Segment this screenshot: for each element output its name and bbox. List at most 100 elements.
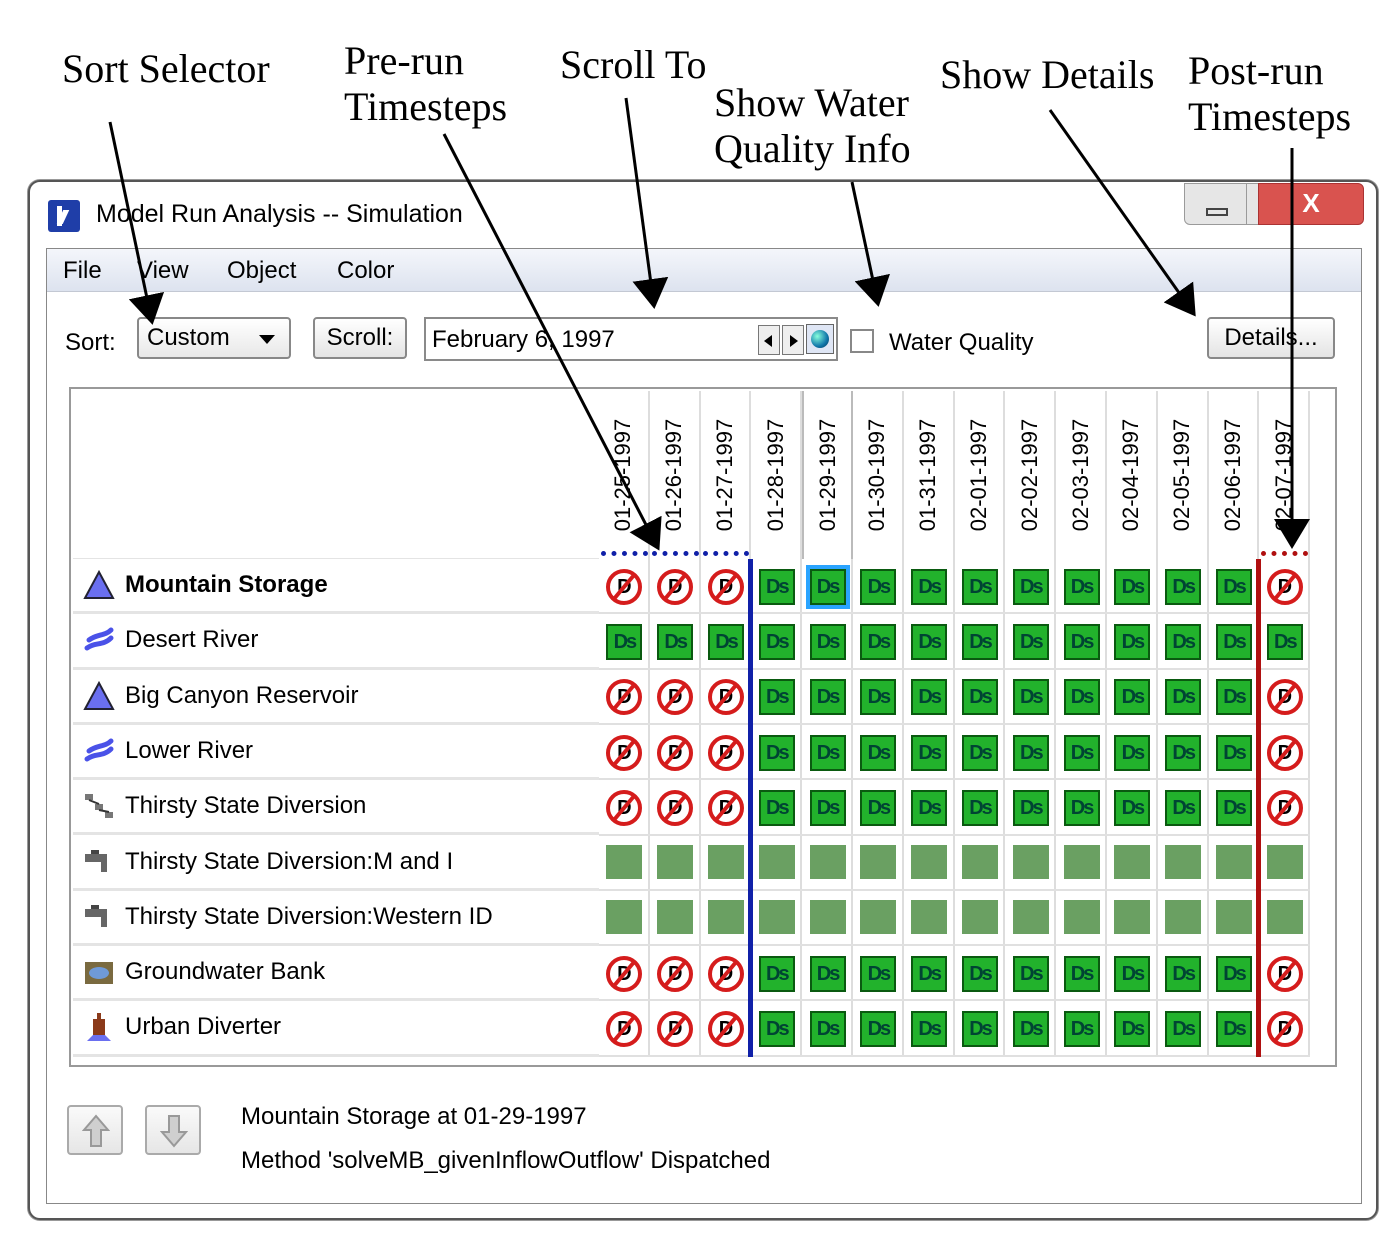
dispatched-icon[interactable]: Ds — [758, 623, 795, 660]
dispatched-icon[interactable]: Ds — [1063, 789, 1100, 826]
dispatched-icon[interactable]: Ds — [1165, 789, 1202, 826]
dispatched-icon[interactable]: Ds — [809, 623, 846, 660]
no-method-cell[interactable] — [1216, 900, 1252, 935]
dispatched-icon[interactable]: Ds — [962, 568, 998, 605]
date-column-header[interactable]: 02-06-1997 — [1208, 391, 1260, 559]
minimize-button[interactable] — [1184, 183, 1248, 225]
menu-color[interactable]: Color — [337, 257, 395, 284]
date-column-header[interactable]: 01-26-1997 — [649, 391, 701, 559]
date-column-header[interactable]: 02-07-1997 — [1259, 391, 1311, 559]
no-method-cell[interactable] — [1063, 845, 1100, 880]
menu-file[interactable]: File — [63, 257, 102, 284]
not-dispatched-icon[interactable] — [1266, 734, 1303, 771]
date-column-header[interactable]: 01-25-1997 — [599, 391, 650, 559]
not-dispatched-icon[interactable] — [1266, 955, 1303, 992]
not-dispatched-icon[interactable] — [657, 789, 694, 826]
no-method-cell[interactable] — [962, 900, 998, 935]
dispatched-icon[interactable]: Ds — [606, 623, 643, 660]
dispatched-icon[interactable]: Ds — [1012, 623, 1049, 660]
no-method-cell[interactable] — [1012, 845, 1049, 880]
no-method-cell[interactable] — [708, 900, 744, 935]
not-dispatched-icon[interactable] — [708, 568, 744, 605]
not-dispatched-icon[interactable] — [606, 679, 643, 716]
no-method-cell[interactable] — [1114, 900, 1151, 935]
dispatched-icon[interactable]: Ds — [809, 789, 846, 826]
dispatched-icon[interactable]: Ds — [962, 679, 998, 716]
dispatched-icon[interactable]: Ds — [758, 1011, 795, 1048]
dispatched-icon[interactable]: Ds — [1165, 679, 1202, 716]
dispatched-icon[interactable]: Ds — [911, 679, 948, 716]
date-column-header[interactable]: 01-31-1997 — [903, 391, 955, 559]
not-dispatched-icon[interactable] — [708, 789, 744, 826]
next-date-button[interactable] — [782, 325, 804, 355]
dispatched-icon[interactable]: Ds — [809, 734, 846, 771]
dispatched-icon[interactable]: Ds — [860, 679, 897, 716]
no-method-cell[interactable] — [606, 900, 643, 935]
no-method-cell[interactable] — [809, 900, 846, 935]
dispatched-icon[interactable]: Ds — [911, 568, 948, 605]
object-row-label[interactable]: Urban Diverter — [73, 1001, 599, 1057]
no-method-cell[interactable] — [962, 845, 998, 880]
no-method-cell[interactable] — [606, 845, 643, 880]
dispatched-icon[interactable]: Ds — [1216, 623, 1252, 660]
not-dispatched-icon[interactable] — [606, 789, 643, 826]
date-column-header[interactable]: 02-04-1997 — [1107, 391, 1158, 559]
dispatched-icon[interactable]: Ds — [860, 1011, 897, 1048]
not-dispatched-icon[interactable] — [657, 568, 694, 605]
dispatched-icon[interactable]: Ds — [1216, 568, 1252, 605]
dispatched-icon[interactable]: Ds — [1012, 789, 1049, 826]
not-dispatched-icon[interactable] — [1266, 1011, 1303, 1048]
dispatched-icon[interactable]: Ds — [1216, 955, 1252, 992]
dispatched-icon[interactable]: Ds — [708, 623, 744, 660]
no-method-cell[interactable] — [860, 845, 897, 880]
dispatched-icon[interactable]: Ds — [1063, 734, 1100, 771]
no-method-cell[interactable] — [1165, 845, 1202, 880]
object-row-label[interactable]: Thirsty State Diversion — [73, 780, 599, 836]
dispatched-icon[interactable]: Ds — [1165, 623, 1202, 660]
no-method-cell[interactable] — [1114, 845, 1151, 880]
not-dispatched-icon[interactable] — [1266, 789, 1303, 826]
dispatched-icon[interactable]: Ds — [1114, 734, 1151, 771]
dispatched-icon[interactable]: Ds — [1012, 734, 1049, 771]
dispatched-icon[interactable]: Ds — [1063, 679, 1100, 716]
details-button[interactable]: Details... — [1207, 317, 1335, 359]
dispatched-icon[interactable]: Ds — [1165, 568, 1202, 605]
move-up-button[interactable] — [67, 1105, 123, 1155]
dispatched-icon[interactable]: Ds — [860, 623, 897, 660]
date-column-header[interactable]: 01-30-1997 — [853, 391, 904, 559]
dispatched-icon[interactable]: Ds — [860, 955, 897, 992]
no-method-cell[interactable] — [911, 900, 948, 935]
object-row-label[interactable]: Groundwater Bank — [73, 946, 599, 1002]
no-method-cell[interactable] — [758, 845, 795, 880]
not-dispatched-icon[interactable] — [606, 955, 643, 992]
dispatched-icon[interactable]: Ds — [758, 789, 795, 826]
dispatched-icon[interactable]: Ds — [1063, 568, 1100, 605]
dispatched-icon[interactable]: Ds — [809, 955, 846, 992]
date-column-header[interactable]: 02-05-1997 — [1157, 391, 1209, 559]
dispatched-icon[interactable]: Ds — [809, 679, 846, 716]
object-row-label[interactable]: Big Canyon Reservoir — [73, 669, 599, 725]
move-down-button[interactable] — [145, 1105, 201, 1155]
no-method-cell[interactable] — [657, 845, 694, 880]
object-row-label[interactable]: Thirsty State Diversion:M and I — [73, 835, 599, 891]
date-column-header[interactable]: 01-28-1997 — [751, 391, 803, 559]
dispatched-icon[interactable]: Ds — [962, 734, 998, 771]
dispatched-icon[interactable]: Ds — [1114, 789, 1151, 826]
dispatched-icon[interactable]: Ds — [758, 734, 795, 771]
dispatched-icon[interactable]: Ds — [911, 623, 948, 660]
dispatched-icon[interactable]: Ds — [860, 734, 897, 771]
dispatched-icon[interactable]: Ds — [1114, 955, 1151, 992]
not-dispatched-icon[interactable] — [606, 734, 643, 771]
dispatched-icon[interactable]: Ds — [1063, 623, 1100, 660]
previous-date-button[interactable] — [758, 325, 780, 355]
not-dispatched-icon[interactable] — [606, 1011, 643, 1048]
not-dispatched-icon[interactable] — [657, 679, 694, 716]
water-quality-checkbox[interactable] — [850, 329, 874, 353]
no-method-cell[interactable] — [1012, 900, 1049, 935]
dispatched-icon[interactable]: Ds — [1012, 1011, 1049, 1048]
date-column-header[interactable]: 01-27-1997 — [700, 391, 752, 559]
dispatched-icon[interactable]: Ds — [860, 568, 897, 605]
dispatched-icon[interactable]: Ds — [1216, 679, 1252, 716]
dispatched-icon[interactable]: Ds — [911, 734, 948, 771]
dispatched-icon[interactable]: Ds — [962, 789, 998, 826]
